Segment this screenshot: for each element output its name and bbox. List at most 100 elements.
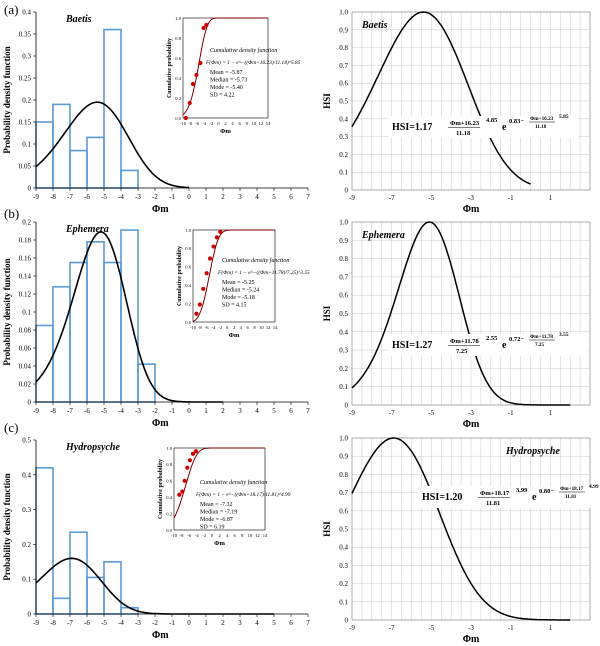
- inset-title: Cumulative density function: [200, 479, 267, 486]
- y-tick-label: 0.4: [339, 544, 348, 552]
- x-tick-label: -7: [389, 194, 395, 202]
- y-tick-label: 1.0: [339, 435, 348, 443]
- x-tick-label: -9: [349, 624, 355, 632]
- inset-x-tick-label: -6: [195, 121, 200, 126]
- inset-x-tick-label: 4: [226, 533, 229, 538]
- y-tick-label: 0.3: [22, 506, 31, 514]
- inset-cdf-point: [187, 100, 192, 106]
- x-tick-label: -1: [508, 194, 514, 202]
- x-tick-label: 1: [549, 194, 553, 202]
- x-axis-label: Φm: [463, 634, 480, 645]
- x-tick-label: -5: [428, 409, 434, 417]
- x-tick-label: 4: [255, 619, 259, 627]
- inset-x-tick-label: -4: [202, 121, 207, 126]
- histogram-bar: [137, 363, 156, 403]
- y-tick-label: 0.04: [19, 363, 32, 371]
- y-tick-label: 0.8: [339, 255, 348, 263]
- hsi-curve: [351, 11, 531, 185]
- panel-label: (c): [4, 420, 18, 435]
- x-tick-label: -7: [389, 409, 395, 417]
- equation-inner-numerator: Φm+11.78: [530, 334, 553, 340]
- inset-cdf-point: [198, 60, 203, 66]
- y-tick-label: 0.2: [339, 580, 348, 588]
- y-tick-label: 0.6: [339, 507, 348, 515]
- pdf-panel: (c)-9 -8 -7 -6 -5 -4 -3 -2 -1 0 1 2 3 4 5 6 700.10.20.30…: [2, 420, 310, 641]
- inset-cdf-point: [187, 458, 193, 463]
- x-tick-label: 1: [549, 624, 553, 632]
- x-tick-label: 1: [204, 619, 208, 627]
- species-label: Baetis: [361, 20, 388, 31]
- inset-x-tick-label: 12: [255, 533, 260, 538]
- y-tick-label: 1.0: [339, 219, 348, 227]
- histogram-bar: [69, 531, 88, 615]
- inset-cdf-point: [207, 256, 213, 261]
- y-tick-label: 0.8: [339, 471, 348, 479]
- y-tick-label: 0.7: [339, 489, 348, 497]
- x-tick-label: -9: [349, 194, 355, 202]
- y-tick-label: 0: [28, 185, 32, 193]
- equation-inner-denominator: 11.81: [565, 494, 577, 500]
- inset-stat: Median = -5.24: [222, 288, 259, 294]
- y-tick-label: 0.2: [339, 365, 348, 373]
- inset-stat: Median = -5.73: [210, 78, 247, 84]
- y-tick-label: 0.9: [339, 453, 348, 461]
- inset-stat: Mean = -5.25: [222, 280, 255, 286]
- inset-y-tick-label: 1.0: [175, 16, 181, 21]
- hsi-curve: [351, 437, 571, 621]
- y-tick-label: 0.2: [22, 219, 31, 227]
- inset-title: Cumulative density function: [210, 47, 277, 54]
- hsi-panel: -9 -7 -5 -3 -1 1 0 0.1 0.2 0.3 0.4 0.5 0.6 0.7 0.8 0.9 1…: [322, 435, 600, 645]
- inset-x-tick-label: 4: [240, 325, 243, 330]
- inset-y-axis-label: Cumulative probability: [167, 38, 173, 98]
- equation-exponent3: 5.85: [559, 114, 569, 120]
- inset-y-tick-label: 0.8: [166, 462, 172, 467]
- inset-cdf-point: [214, 235, 220, 240]
- y-axis-label: Probability density function: [2, 258, 12, 365]
- inset-x-tick-label: -6: [187, 533, 192, 538]
- y-tick-label: 0: [345, 187, 349, 195]
- x-tick-label: -5: [428, 624, 434, 632]
- x-tick-label: -5: [101, 619, 107, 627]
- inset-stat: SD = 6.19: [200, 525, 225, 531]
- y-tick-label: 0.1: [22, 576, 31, 584]
- x-tick-label: 3: [238, 193, 242, 201]
- hsi-panel: -9 -7 -5 -3 -1 1 0 0.1 0.2 0.3 0.4 0.5 0.6 0.7 0.8 0.9 1…: [322, 219, 591, 430]
- inset-x-tick-label: 2: [224, 121, 227, 126]
- equation-base: e: [502, 340, 507, 351]
- equation-exponent2: 0.80−: [539, 488, 554, 495]
- x-tick-label: 1: [204, 407, 208, 415]
- y-tick-label: 0.4: [339, 328, 348, 336]
- inset-x-tick-label: -4: [195, 533, 200, 538]
- equation-denominator: 11.18: [456, 130, 471, 137]
- inset-cdf-point: [194, 311, 199, 316]
- inset-cdf-point: [177, 492, 182, 497]
- y-tick-label: 0.7: [339, 273, 348, 281]
- x-tick-label: -1: [508, 409, 514, 417]
- x-tick-label: 3: [238, 407, 242, 415]
- equation-inner-denominator: 7.25: [535, 342, 544, 348]
- x-tick-label: -9: [349, 409, 355, 417]
- inset-x-tick-label: 6: [239, 121, 242, 126]
- histogram-bar: [103, 28, 122, 189]
- y-tick-label: 0.8: [339, 44, 348, 52]
- inset-x-tick-label: 4: [231, 121, 234, 126]
- y-tick-label: 0.5: [339, 98, 348, 106]
- inset-x-tick-label: -10: [190, 325, 197, 330]
- x-tick-label: -9: [33, 619, 39, 627]
- x-tick-label: -7: [389, 624, 395, 632]
- inset-y-axis-label: Cumulative probability: [158, 459, 164, 519]
- inset-y-tick-label: 1.0: [166, 446, 172, 451]
- y-tick-label: 0: [28, 399, 32, 407]
- equation-numerator: Φm+18.17: [480, 490, 510, 497]
- x-tick-label: 7: [306, 619, 310, 627]
- equation-exponent: 3.99: [516, 487, 528, 494]
- y-tick-label: 0.1: [22, 141, 31, 149]
- y-tick-label: 0.08: [19, 327, 32, 335]
- inset-y-tick-label: 0.2: [175, 96, 181, 101]
- histogram-bar: [69, 149, 88, 189]
- x-tick-label: -7: [67, 407, 73, 415]
- inset-y-tick-label: 0.6: [185, 265, 191, 270]
- inset-x-tick-label: -8: [188, 121, 193, 126]
- x-tick-label: -3: [135, 193, 141, 201]
- x-tick-label: 0: [187, 193, 191, 201]
